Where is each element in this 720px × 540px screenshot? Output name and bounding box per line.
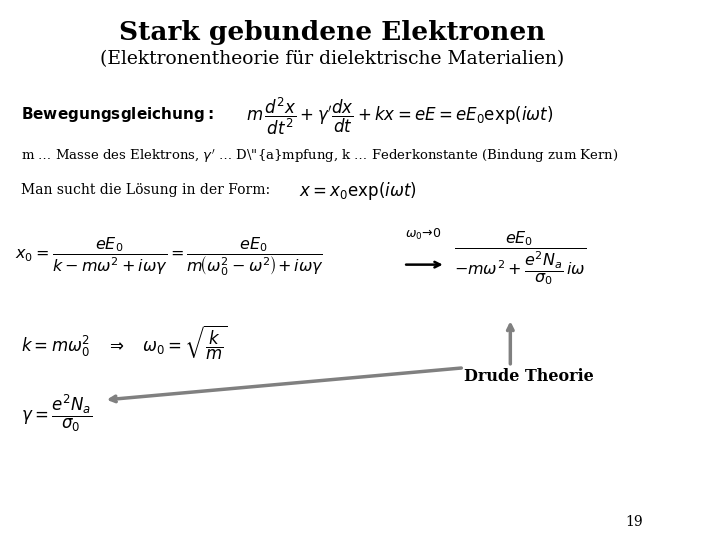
- Text: $m\,\dfrac{d^2x}{dt^2}+\gamma^{\prime}\dfrac{dx}{dt}+kx=eE=eE_0\exp\!\left(i\ome: $m\,\dfrac{d^2x}{dt^2}+\gamma^{\prime}\d…: [246, 96, 553, 137]
- Text: $x_0 = \dfrac{eE_0}{k - m\omega^2 + i\omega\gamma} = \dfrac{eE_0}{m\!\left(\omeg: $x_0 = \dfrac{eE_0}{k - m\omega^2 + i\om…: [14, 235, 323, 278]
- Text: Drude Theorie: Drude Theorie: [464, 368, 594, 385]
- Text: Man sucht die Lösung in der Form:: Man sucht die Lösung in der Form:: [21, 183, 270, 197]
- Text: (Elektronentheorie für dielektrische Materialien): (Elektronentheorie für dielektrische Mat…: [100, 50, 564, 68]
- Text: $k = m\omega_0^2 \quad\Rightarrow\quad \omega_0 = \sqrt{\dfrac{k}{m}}$: $k = m\omega_0^2 \quad\Rightarrow\quad \…: [21, 323, 228, 362]
- Text: 19: 19: [625, 515, 642, 529]
- Text: $\bf{Bewegungsgleichung:}$: $\bf{Bewegungsgleichung:}$: [21, 105, 214, 124]
- Text: $\gamma = \dfrac{e^2 N_a}{\sigma_0}$: $\gamma = \dfrac{e^2 N_a}{\sigma_0}$: [21, 393, 92, 434]
- Text: $\omega_0\!\to\!0$: $\omega_0\!\to\!0$: [405, 227, 441, 242]
- Text: Stark gebundene Elektronen: Stark gebundene Elektronen: [119, 20, 545, 45]
- Text: m $\ldots$ Masse des Elektrons, $\gamma'$ $\ldots$ D\"{a}mpfung, k $\ldots$ Fede: m $\ldots$ Masse des Elektrons, $\gamma'…: [21, 147, 618, 165]
- Text: $\dfrac{eE_0}{-m\omega^2+\dfrac{e^2 N_a}{\sigma_0}\,i\omega}$: $\dfrac{eE_0}{-m\omega^2+\dfrac{e^2 N_a}…: [454, 230, 586, 287]
- Text: $x = x_0\exp\!\left(i\omega t\right)$: $x = x_0\exp\!\left(i\omega t\right)$: [299, 180, 416, 202]
